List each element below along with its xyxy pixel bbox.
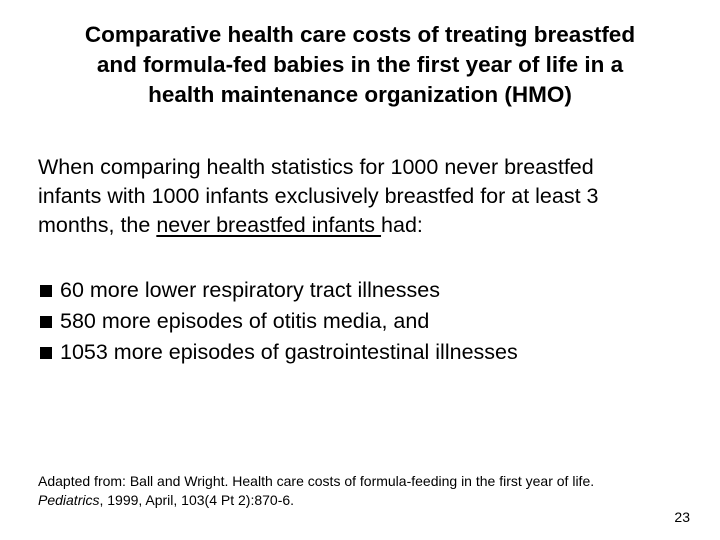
intro-paragraph: When comparing health statistics for 100… [38, 153, 698, 240]
underlined-phrase: never breastfed infants [156, 213, 382, 237]
intro-line: months, the never breastfed infants had: [38, 211, 698, 240]
citation-details: , 1999, April, 103(4 Pt 2):870-6. [99, 492, 295, 508]
citation-line: Pediatrics, 1999, April, 103(4 Pt 2):870… [38, 491, 594, 510]
citation: Adapted from: Ball and Wright. Health ca… [38, 472, 594, 510]
journal-name: Pediatrics [38, 492, 100, 508]
bullet-text: 580 more episodes of otitis media, and [60, 309, 430, 333]
title-line: health maintenance organization (HMO) [148, 82, 572, 107]
citation-line: Adapted from: Ball and Wright. Health ca… [38, 473, 595, 489]
square-bullet-icon [40, 346, 52, 359]
intro-line: When comparing health statistics for 100… [38, 155, 594, 179]
intro-text: had: [381, 213, 423, 237]
square-bullet-icon [40, 315, 52, 328]
slide-title: Comparative health care costs of treatin… [30, 20, 690, 110]
title-line: and formula-fed babies in the first year… [96, 52, 624, 77]
list-item: 1053 more episodes of gastrointestinal i… [40, 337, 518, 368]
bullet-text: 60 more lower respiratory tract illnesse… [60, 278, 440, 302]
intro-line: infants with 1000 infants exclusively br… [38, 184, 599, 208]
list-item: 60 more lower respiratory tract illnesse… [40, 275, 518, 306]
intro-text: months, the [38, 213, 157, 237]
page-number: 23 [674, 509, 690, 525]
square-bullet-icon [40, 284, 52, 297]
bullet-list: 60 more lower respiratory tract illnesse… [40, 275, 518, 368]
list-item: 580 more episodes of otitis media, and [40, 306, 518, 337]
title-line: Comparative health care costs of treatin… [84, 22, 636, 47]
bullet-text: 1053 more episodes of gastrointestinal i… [60, 340, 518, 364]
